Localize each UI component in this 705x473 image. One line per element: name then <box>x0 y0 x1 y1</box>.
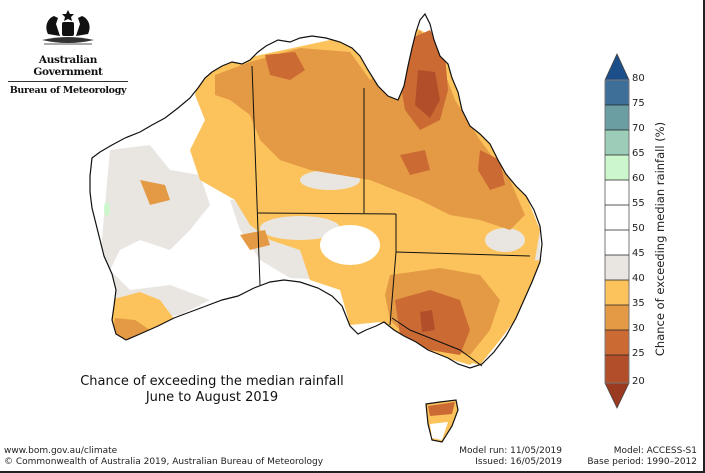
footer-dates: Model run: 11/05/2019 Issued: 16/05/2019 <box>430 446 562 468</box>
australia-rainfall-map <box>89 13 543 443</box>
copyright: © Commonwealth of Australia 2019, Austra… <box>4 457 324 467</box>
tick-label: 65 <box>632 148 645 159</box>
tick-label: 55 <box>632 198 645 209</box>
issued-date: Issued: 16/05/2019 <box>475 457 562 467</box>
colorbar-title: Chance of exceeding median rainfall (%) <box>653 121 667 357</box>
model-run: Model run: 11/05/2019 <box>459 446 562 456</box>
colorbar <box>604 53 630 409</box>
map-title: Chance of exceeding the median rainfall … <box>52 374 372 406</box>
tick-label: 25 <box>632 348 645 359</box>
footer-left: www.bom.gov.au/climate © Commonwealth of… <box>4 446 323 468</box>
coat-of-arms-icon <box>42 10 94 45</box>
bom-logo: Australian Government Bureau of Meteorol… <box>8 6 128 96</box>
tick-label: 70 <box>632 123 645 134</box>
footer-model: Model: ACCESS-S1 Base period: 1990–2012 <box>560 446 697 468</box>
government-name: Australian Government <box>8 54 128 82</box>
website-url: www.bom.gov.au/climate <box>4 446 118 456</box>
tick-label: 75 <box>632 98 645 109</box>
title-line-2: June to August 2019 <box>145 390 279 405</box>
tick-label: 30 <box>632 323 645 334</box>
title-line-1: Chance of exceeding the median rainfall <box>80 374 344 389</box>
tick-label: 50 <box>632 223 645 234</box>
tick-label: 40 <box>632 273 645 284</box>
tick-label: 60 <box>632 173 645 184</box>
tick-label: 80 <box>632 73 645 84</box>
base-period: Base period: 1990–2012 <box>587 457 697 467</box>
model-name: Model: ACCESS-S1 <box>613 446 697 456</box>
tick-label: 45 <box>632 248 645 259</box>
tick-label: 20 <box>632 376 645 387</box>
tick-label: 35 <box>632 298 645 309</box>
agency-name: Bureau of Meteorology <box>9 85 127 96</box>
